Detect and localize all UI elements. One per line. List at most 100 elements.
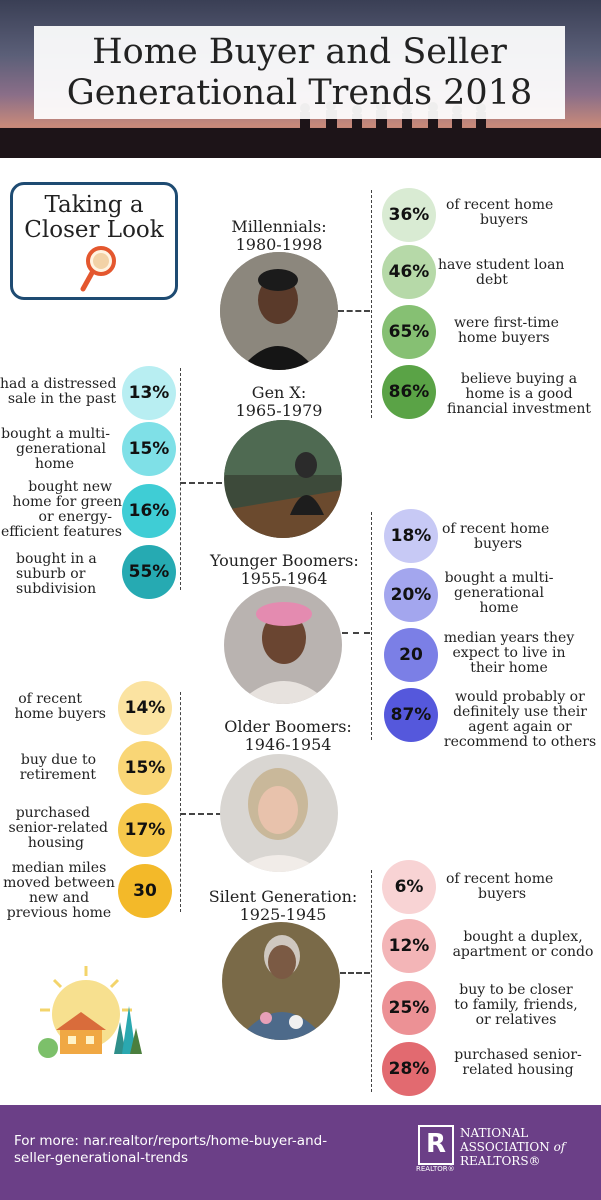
- text-line: home: [34, 456, 74, 472]
- text-line: generational: [16, 441, 106, 457]
- older-boomers-stat-2-text: buy due to retirement: [0, 753, 96, 783]
- text-line: retirement: [19, 767, 96, 783]
- text-line: financial investment: [446, 401, 591, 417]
- silent-stat-2-circle: 12%: [382, 919, 436, 973]
- younger-boomers-stat-3-text: median years they expect to live in thei…: [438, 631, 580, 676]
- millennials-stat-1-circle: 36%: [382, 188, 436, 242]
- text-line: new and: [28, 890, 90, 906]
- text-line: or relatives: [475, 1012, 557, 1028]
- text-line: to family, friends,: [454, 997, 578, 1013]
- text-line: apartment or condo: [452, 944, 594, 960]
- younger-boomers-stat-2-circle: 20%: [384, 568, 438, 622]
- footer: [0, 1105, 601, 1200]
- silent-generation-years: 1925-1945: [239, 905, 327, 924]
- younger-boomers-photo: [224, 586, 342, 704]
- footer-line-1[interactable]: For more: nar.realtor/reports/home-buyer…: [14, 1133, 328, 1149]
- millennials-stat-3-text: were first-time home buyers: [454, 316, 559, 346]
- younger-boomers-heading: Younger Boomers: 1955-1964: [210, 551, 359, 588]
- millennials-stat-1-text: of recent home buyers: [446, 198, 553, 228]
- smiling-woman-icon: [224, 586, 342, 704]
- text-line: previous home: [6, 905, 112, 921]
- text-line: bought a multi-: [444, 570, 554, 586]
- genx-stat-1-circle: 13%: [122, 366, 176, 420]
- younger-boomers-stat-2-text: bought a multi- generational home: [440, 571, 558, 616]
- text-line: bought a duplex,: [463, 929, 583, 945]
- text-line: home buyers: [14, 706, 106, 722]
- text-line: moved between: [3, 875, 115, 891]
- text-line: home for green: [12, 494, 122, 510]
- text-line: or energy-: [38, 509, 112, 525]
- text-line: of recent: [18, 691, 82, 707]
- text-line: were first-time: [454, 315, 559, 331]
- text-line: purchased: [15, 805, 90, 821]
- millennials-stat-2-text: have student loan debt: [438, 258, 564, 288]
- silent-stat-3-circle: 25%: [382, 981, 436, 1035]
- person-at-table-icon: [224, 420, 342, 538]
- younger-boomers-years: 1955-1964: [240, 569, 328, 588]
- text-line: would probably or: [455, 689, 585, 705]
- genx-stat-2-text: bought a multi- generational home: [0, 427, 110, 472]
- text-line: buyers: [480, 212, 529, 228]
- text-line: suburb or: [16, 566, 86, 582]
- title-line-1: Home Buyer and Seller: [92, 32, 507, 72]
- text-line: buyers: [478, 886, 527, 902]
- silent-stat-4-text: purchased senior- related housing: [448, 1048, 588, 1078]
- text-line: home buyers: [458, 330, 550, 346]
- elderly-woman-icon: [222, 922, 340, 1040]
- wordmark-line-2: ASSOCIATION of: [460, 1140, 565, 1154]
- genx-heading: Gen X: 1965-1979: [224, 384, 334, 420]
- millennials-connector: [338, 310, 370, 312]
- older-boomers-connector: [180, 813, 222, 815]
- younger-boomers-name: Younger Boomers:: [210, 551, 359, 570]
- older-boomers-photo: [220, 754, 338, 872]
- younger-boomers-stat-1-circle: 18%: [384, 509, 438, 563]
- text-line: home is a good: [465, 386, 573, 402]
- house-sun-illustration: [38, 966, 142, 1058]
- older-boomers-name: Older Boomers:: [224, 717, 352, 736]
- text-line: recommend to others: [443, 734, 597, 750]
- text-line: subdivision: [16, 581, 97, 597]
- millennials-heading: Millennials: 1980-1998: [214, 218, 344, 254]
- genx-bracket: [180, 368, 181, 590]
- text-line: housing: [27, 835, 84, 851]
- younger-boomers-stat-4-circle: 87%: [384, 688, 438, 742]
- genx-stat-3-circle: 16%: [122, 484, 176, 538]
- closer-look-line-2: Closer Look: [24, 217, 164, 243]
- text-line: senior-related: [8, 820, 109, 836]
- text-line: agent again or: [468, 719, 572, 735]
- younger-boomers-stat-3-circle: 20: [384, 628, 438, 682]
- text-line: bought in a: [16, 551, 97, 567]
- text-line: buyers: [474, 536, 523, 552]
- realtor-logo-caption: REALTOR®: [416, 1165, 455, 1173]
- genx-stat-4-text: bought in a suburb or subdivision: [16, 552, 97, 597]
- older-boomers-heading: Older Boomers: 1946-1954: [218, 718, 358, 754]
- silent-stat-1-circle: 6%: [382, 860, 436, 914]
- text-line: median miles: [11, 860, 107, 876]
- title-box: Home Buyer and Seller Generational Trend…: [34, 26, 565, 119]
- older-boomers-stat-3-text: purchased senior-related housing: [0, 805, 109, 851]
- text-line: have student loan: [438, 257, 565, 273]
- text-line: their home: [470, 660, 548, 676]
- title-line-2: Generational Trends 2018: [66, 73, 533, 113]
- silent-stat-3-text: buy to be closer to family, friends, or …: [446, 983, 586, 1028]
- wordmark-association: ASSOCIATION: [460, 1140, 550, 1154]
- older-boomers-stat-3-circle: 17%: [118, 803, 172, 857]
- wordmark-of: of: [553, 1140, 566, 1154]
- footer-link-text[interactable]: For more: nar.realtor/reports/home-buyer…: [14, 1133, 327, 1167]
- text-line: buy to be closer: [459, 982, 573, 998]
- silent-generation-name: Silent Generation:: [208, 887, 358, 906]
- text-line: related housing: [462, 1062, 574, 1078]
- blonde-woman-icon: [220, 754, 338, 872]
- text-line: home: [479, 600, 519, 616]
- footer-line-2[interactable]: seller-generational-trends: [14, 1150, 189, 1166]
- closer-look-line-1: Taking a: [44, 192, 144, 218]
- text-line: believe buying a: [460, 371, 578, 387]
- older-boomers-stat-4-text: median miles moved between new and previ…: [0, 861, 118, 921]
- millennials-stat-4-circle: 86%: [382, 365, 436, 419]
- millennials-stat-2-circle: 46%: [382, 245, 436, 299]
- millennials-stat-3-circle: 65%: [382, 305, 436, 359]
- realtor-logo-icon: [418, 1125, 454, 1165]
- person-portrait-icon: [220, 252, 338, 370]
- genx-photo: [224, 420, 342, 538]
- text-line: of recent home: [446, 197, 554, 213]
